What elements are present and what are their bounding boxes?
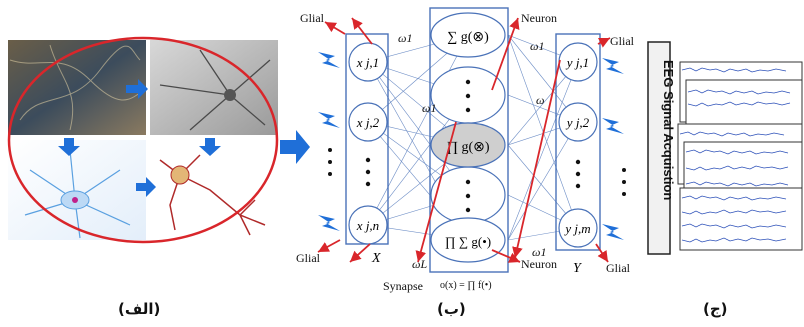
neuron-drawing-br bbox=[150, 140, 278, 240]
red-arrows bbox=[317, 17, 611, 263]
hidden-label-bottom: ∏ ∑ g(•) bbox=[445, 234, 491, 249]
output-node-2 bbox=[558, 102, 598, 142]
hidden-layer-box bbox=[429, 7, 509, 273]
hidden-label-top: ∑ g(⊗) bbox=[447, 30, 489, 45]
flow-arrow-right bbox=[126, 79, 148, 99]
flow-arrow-right-2 bbox=[136, 177, 156, 197]
output-ellipsis bbox=[575, 159, 581, 189]
glial-label-bottom-right: Glial bbox=[606, 261, 631, 275]
output-layer-box bbox=[555, 33, 601, 251]
caption-panel-b: (ب) bbox=[437, 300, 466, 318]
eeg-label-box bbox=[647, 41, 671, 255]
hidden-ellipsis bbox=[465, 79, 471, 213]
neuron-photo-tl bbox=[8, 40, 146, 135]
output-label-m: y j,m bbox=[563, 221, 590, 236]
output-label-2: y j,2 bbox=[565, 115, 590, 130]
output-node-m bbox=[558, 208, 598, 248]
input-node-n bbox=[348, 205, 388, 245]
hidden-node-sum bbox=[430, 12, 506, 58]
output-layer-label: Y bbox=[573, 261, 583, 276]
panel-c: EEG Signal Acquistion bbox=[647, 41, 803, 255]
input-node-1 bbox=[348, 42, 388, 82]
output-label-1: y j,1 bbox=[565, 55, 589, 70]
synapse-formula: o(x) = ∏ f(•) bbox=[440, 280, 492, 291]
input-signal-ellipsis bbox=[328, 148, 332, 176]
glial-label-bottom-left: Glial bbox=[296, 251, 321, 265]
synapse-label: Synapse bbox=[383, 279, 423, 293]
panel-b: x j,1 x j,2 x j,n X ∑ g(⊗) ∏ g(⊗) ∏ ∑ g(… bbox=[296, 7, 635, 293]
input-label-2: x j,2 bbox=[356, 115, 380, 130]
weight-label-6: ω1 bbox=[532, 245, 546, 259]
output-signal-ellipsis bbox=[622, 168, 626, 196]
input-label-1: x j,1 bbox=[356, 55, 379, 70]
eeg-label: EEG Signal Acquistion bbox=[661, 60, 676, 200]
weight-label-5: ω bbox=[536, 93, 544, 107]
output-signal-icons bbox=[602, 58, 624, 240]
panel-a-ellipse bbox=[7, 36, 279, 244]
neuron-drawing-bl bbox=[8, 140, 146, 240]
flow-arrow-to-network bbox=[280, 130, 310, 164]
glial-label-top-left: Glial bbox=[300, 11, 325, 25]
weight-label-3: ωL bbox=[412, 257, 427, 271]
input-label-n: x j,n bbox=[356, 218, 379, 233]
input-signal-icons bbox=[318, 52, 340, 231]
input-node-2 bbox=[348, 102, 388, 142]
panel-a bbox=[7, 36, 310, 244]
caption-panel-a: (الف) bbox=[118, 300, 161, 318]
weight-label-2: ω1 bbox=[422, 101, 436, 115]
hidden-node-prod bbox=[430, 122, 506, 168]
weight-label-1: ω1 bbox=[398, 31, 412, 45]
weight-label-4: ω1 bbox=[530, 39, 544, 53]
input-ellipsis bbox=[365, 157, 371, 187]
eeg-traces bbox=[679, 67, 791, 243]
input-layer-label: X bbox=[371, 251, 381, 266]
hidden-node-prodsum bbox=[430, 217, 506, 263]
flow-arrow-down-right bbox=[199, 138, 221, 156]
glial-label-top-right: Glial bbox=[610, 34, 635, 48]
flow-arrow-down-left bbox=[58, 138, 80, 156]
hidden-label-mid: ∏ g(⊗) bbox=[446, 140, 489, 155]
neuron-label-bottom: Neuron bbox=[521, 257, 557, 271]
caption-panel-c: (ج) bbox=[703, 300, 728, 318]
neuron-label-top: Neuron bbox=[521, 11, 557, 25]
